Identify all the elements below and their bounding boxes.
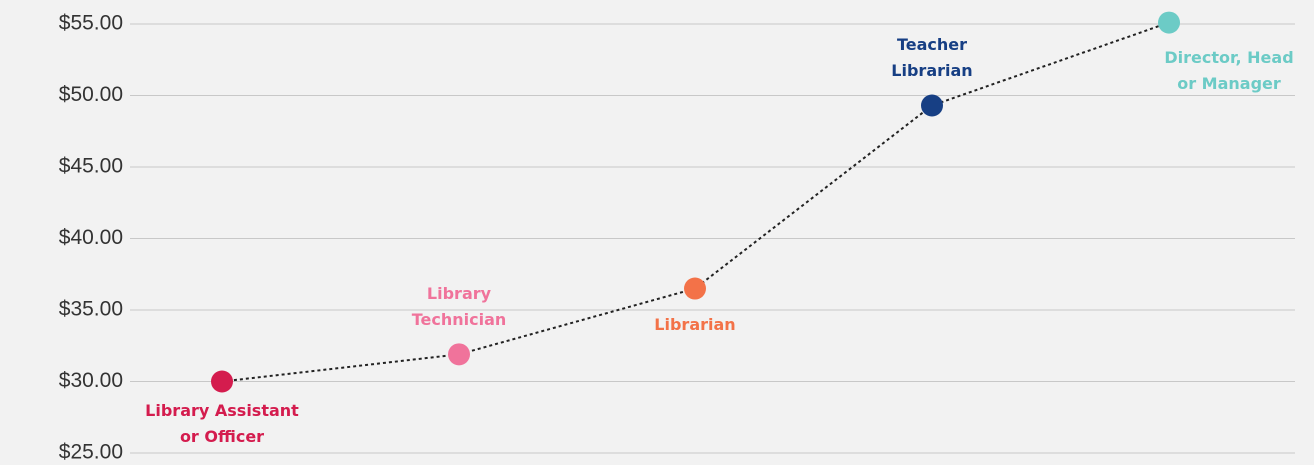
category-label: Librarian [654, 315, 735, 334]
category-label-line: Technician [412, 310, 507, 329]
y-tick-label: $45.00 [59, 155, 123, 178]
category-label-line: Teacher [897, 35, 967, 54]
category-label-line: Library Assistant [145, 401, 299, 420]
y-tick-label: $40.00 [59, 226, 123, 249]
category-label-line: or Manager [1177, 74, 1281, 93]
y-tick-label: $55.00 [59, 12, 123, 35]
point [684, 277, 706, 300]
category-label-line: or Officer [180, 427, 264, 446]
line [221, 21, 1170, 383]
category-label-line: Director, Head [1164, 48, 1293, 67]
point [1158, 11, 1180, 34]
category-label: Teacher Librarian [891, 35, 972, 80]
y-tick-label: $35.00 [59, 298, 123, 321]
point [921, 94, 943, 117]
category-label: Director, Head or Manager [1164, 48, 1293, 93]
category-label: Library Technician [412, 284, 507, 329]
category-label-line: Librarian [891, 61, 972, 80]
category-label-line: Library [427, 284, 492, 303]
category-label: Library Assistant or Officer [145, 401, 299, 446]
y-tick-label: $25.00 [59, 441, 123, 464]
category-label-line: Librarian [654, 315, 735, 334]
point [448, 343, 470, 366]
y-tick-label: $50.00 [59, 83, 123, 106]
y-tick-label: $30.00 [59, 369, 123, 392]
point [211, 370, 233, 393]
